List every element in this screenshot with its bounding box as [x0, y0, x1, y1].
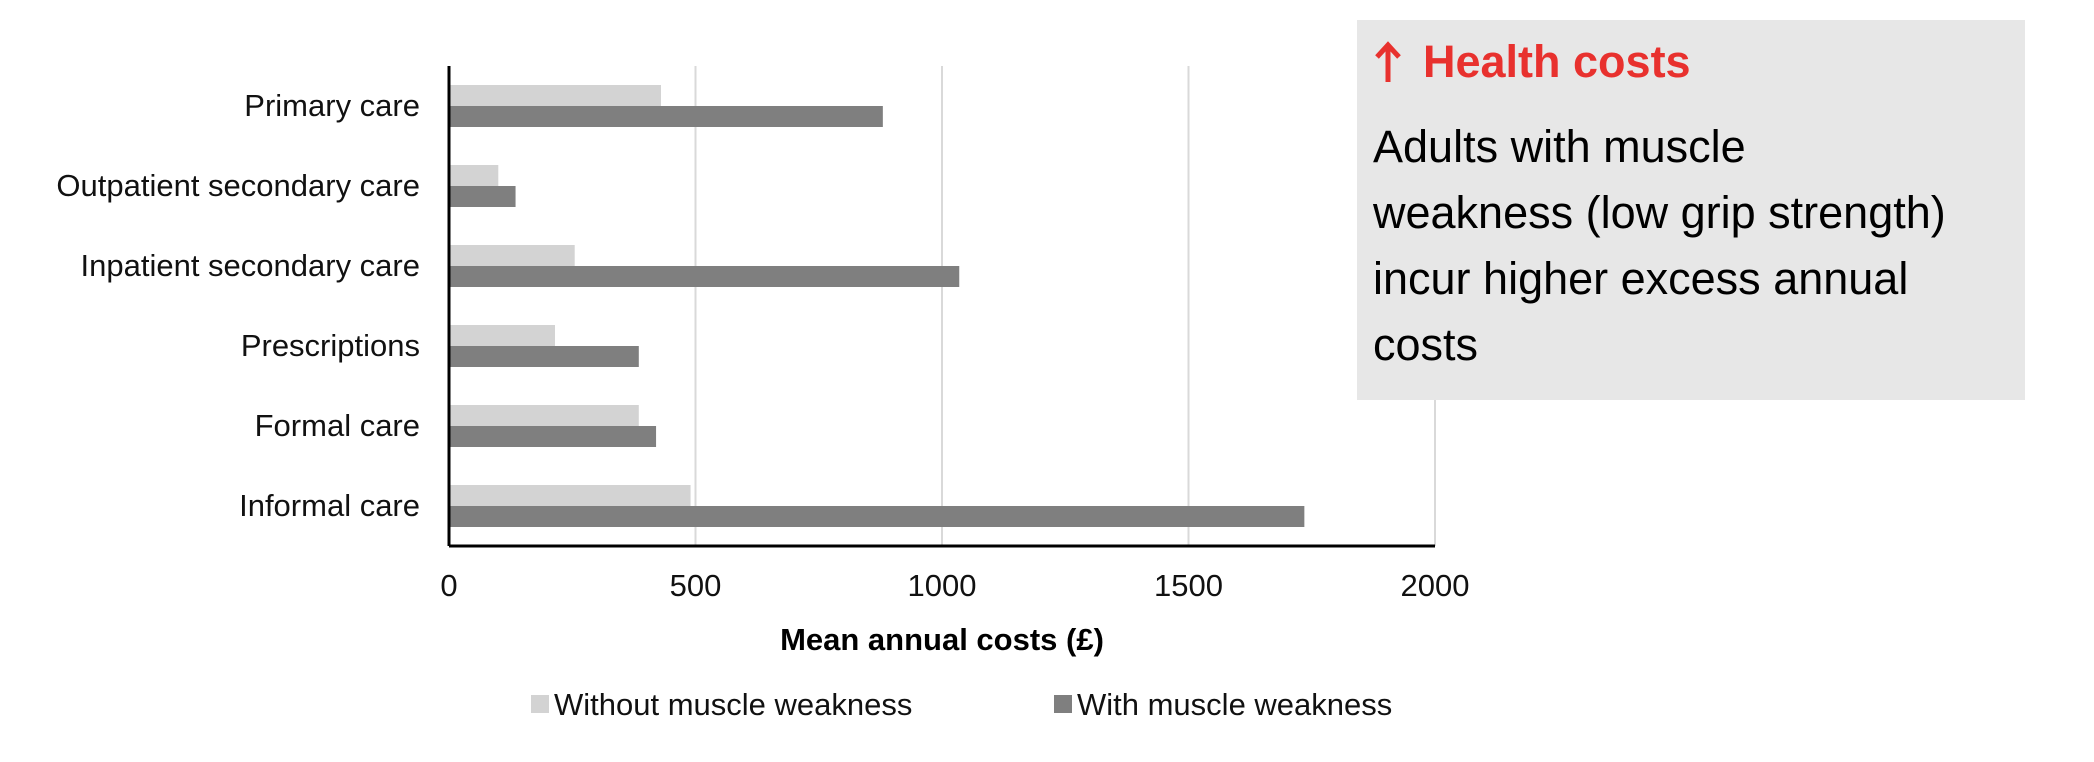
category-label: Informal care [239, 488, 420, 523]
bar [449, 506, 1305, 527]
bar [449, 186, 516, 207]
bar [449, 426, 657, 447]
x-tick-label: 2000 [1401, 568, 1470, 603]
bar [449, 85, 661, 106]
tick-labels: 0 500 1000 1500 2000 [440, 568, 1469, 603]
category-label: Inpatient secondary care [81, 248, 421, 283]
bar [449, 165, 499, 186]
category-label: Outpatient secondary care [56, 168, 420, 203]
callout-box: Health costs Adults with muscle weakness… [1357, 20, 2025, 400]
bars [449, 85, 1305, 527]
legend-label: With muscle weakness [1077, 687, 1392, 722]
bar [449, 405, 639, 426]
up-arrow-icon [1375, 41, 1401, 82]
legend-swatch [1054, 695, 1072, 713]
bar [449, 346, 639, 367]
legend-label: Without muscle weakness [554, 687, 912, 722]
x-axis-title: Mean annual costs (£) [780, 622, 1104, 657]
callout-heading: Health costs [1373, 32, 2009, 92]
callout-line: Adults with muscle [1373, 121, 1746, 172]
legend: Without muscle weakness With muscle weakn… [531, 687, 1392, 722]
category-label: Formal care [255, 408, 420, 443]
bar [449, 485, 691, 506]
bar [449, 266, 960, 287]
x-tick-label: 1500 [1154, 568, 1223, 603]
x-tick-label: 1000 [908, 568, 977, 603]
callout-title: Health costs [1423, 36, 1691, 87]
category-label: Primary care [244, 88, 420, 123]
legend-swatch [531, 695, 549, 713]
bar [449, 325, 555, 346]
category-labels: Primary care Outpatient secondary care Inp… [56, 88, 420, 523]
bar [449, 106, 883, 127]
callout-line: weakness (low grip strength) [1373, 187, 1946, 238]
callout-line: costs [1373, 319, 1479, 370]
gridlines [694, 66, 1436, 546]
bar [449, 245, 575, 266]
callout-line: incur higher excess annual [1373, 253, 1909, 304]
callout-body: Adults with muscle weakness (low grip st… [1373, 114, 2009, 378]
x-tick-label: 0 [440, 568, 457, 603]
category-label: Prescriptions [241, 328, 420, 363]
x-tick-label: 500 [670, 568, 722, 603]
axes [447, 66, 1435, 548]
